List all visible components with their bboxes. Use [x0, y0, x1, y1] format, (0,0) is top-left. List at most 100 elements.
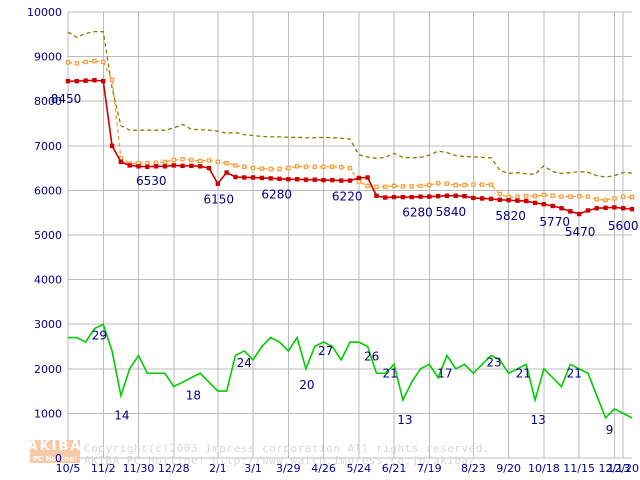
series-marker-low-price — [268, 176, 273, 181]
series-marker-mid-price — [479, 182, 485, 187]
series-marker-mid-price — [321, 164, 326, 169]
y-axis-tick: 7000 — [34, 140, 62, 153]
series-marker-low-price — [277, 176, 282, 181]
series-marker-low-price — [383, 195, 388, 200]
series-marker-mid-price — [286, 165, 291, 171]
series-marker-mid-price — [206, 158, 212, 163]
series-marker-low-price — [312, 177, 317, 182]
series-marker-mid-price — [109, 77, 115, 82]
copyright-line-2: AKIBA PC Hotline! http://www.watch.impre… — [84, 454, 476, 467]
series-marker-mid-price — [603, 198, 608, 203]
y-axis-tick: 8000 — [34, 95, 62, 108]
data-label-shop-count: 24 — [237, 356, 252, 370]
data-label-shop-count: 13 — [530, 413, 545, 427]
x-axis-tick: 5/24 — [346, 462, 371, 475]
series-marker-low-price — [409, 194, 414, 200]
series-marker-mid-price — [277, 166, 282, 172]
series-marker-low-price — [435, 194, 441, 199]
series-marker-low-price — [620, 206, 626, 211]
series-marker-mid-price — [409, 184, 414, 189]
series-marker-mid-price — [303, 164, 309, 169]
series-marker-low-price — [101, 78, 106, 84]
series-marker-mid-price — [620, 194, 626, 199]
series-marker-low-price — [471, 195, 476, 201]
series-marker-low-price — [189, 163, 194, 169]
series-marker-low-price — [356, 175, 362, 181]
series-marker-low-price — [427, 194, 432, 199]
y-axis-labels: 0 1000 2000 3000 4000 5000 6000 7000 8000 9000 100… — [27, 6, 62, 465]
series-marker-mid-price — [233, 163, 238, 168]
series-line-high-price — [67, 30, 633, 178]
series-marker-mid-price — [488, 182, 494, 187]
series-marker-low-price — [127, 163, 132, 168]
series-marker-low-price — [497, 197, 503, 202]
x-axis-tick: 8/23 — [461, 462, 486, 475]
series-marker-mid-price — [83, 59, 88, 65]
series-marker-mid-price — [541, 192, 547, 198]
series-marker-low-price — [321, 177, 326, 183]
series-marker-low-price — [83, 78, 88, 83]
series-marker-mid-price — [585, 194, 591, 199]
series-marker-mid-price — [92, 58, 97, 64]
series-marker-mid-price — [101, 59, 106, 65]
series-marker-mid-price — [550, 193, 555, 198]
series-marker-low-price — [224, 170, 229, 175]
data-label-shop-count: 29 — [92, 329, 107, 343]
series-marker-low-price — [286, 177, 291, 182]
series-marker-low-price — [250, 175, 256, 180]
series-marker-low-price — [338, 178, 344, 183]
series-marker-mid-price — [180, 156, 185, 162]
series-marker-mid-price — [374, 184, 379, 190]
data-label-low-price: 5770 — [539, 215, 570, 229]
series-marker-low-price — [206, 165, 212, 171]
x-axis-tick: 12/28 — [158, 462, 190, 475]
series-marker-low-price — [347, 178, 353, 183]
data-label-shop-count: 26 — [364, 350, 379, 364]
data-label-shop-count: 23 — [486, 355, 501, 369]
x-axis-tick: 2/1 — [209, 462, 227, 475]
series-marker-mid-price — [576, 194, 582, 199]
series-marker-low-price — [162, 164, 168, 169]
x-axis-tick: 10/5 — [56, 462, 81, 475]
series-marker-mid-price — [356, 179, 362, 184]
series-marker-low-price — [400, 194, 406, 200]
series-marker-mid-price — [427, 182, 432, 188]
series-marker-mid-price — [65, 60, 71, 65]
gridlines — [67, 11, 632, 459]
data-label-shop-count: 27 — [318, 344, 333, 358]
series-marker-mid-price — [162, 159, 168, 165]
series-marker-low-price — [506, 198, 511, 203]
series-marker-low-price — [479, 196, 485, 201]
series-marker-mid-price — [259, 166, 265, 171]
x-axis-tick: 12/13 — [599, 462, 631, 475]
series-marker-mid-price — [153, 160, 159, 165]
data-label-low-price: 5840 — [436, 205, 467, 219]
series-marker-mid-price — [268, 166, 273, 172]
data-label-shop-count: 18 — [186, 389, 201, 403]
series-marker-low-price — [603, 205, 608, 210]
series-marker-low-price — [180, 163, 185, 169]
series-marker-mid-price — [559, 194, 564, 199]
copyright-line-1: Copyright(c)2003 impress corporation All… — [84, 442, 490, 455]
data-label-shop-count: 20 — [299, 378, 314, 392]
series-marker-low-price — [462, 194, 467, 199]
series-marker-low-price — [303, 177, 309, 182]
series-marker-low-price — [294, 177, 300, 182]
x-axis-tick: 12/20 — [607, 462, 639, 475]
series-marker-low-price — [550, 203, 555, 209]
series-marker-low-price — [488, 196, 494, 202]
series-marker-mid-price — [532, 194, 538, 199]
series-marker-mid-price — [594, 197, 599, 202]
series-marker-mid-price — [242, 164, 247, 169]
data-label-low-price: 6150 — [204, 193, 235, 207]
y-axis-tick: 6000 — [34, 184, 62, 197]
series-marker-mid-price — [250, 165, 256, 171]
series-marker-mid-price — [453, 182, 458, 188]
series-marker-low-price — [559, 206, 564, 211]
series-marker-low-price — [532, 200, 538, 206]
series-marker-low-price — [109, 143, 115, 148]
data-label-low-price: 6280 — [402, 206, 433, 220]
